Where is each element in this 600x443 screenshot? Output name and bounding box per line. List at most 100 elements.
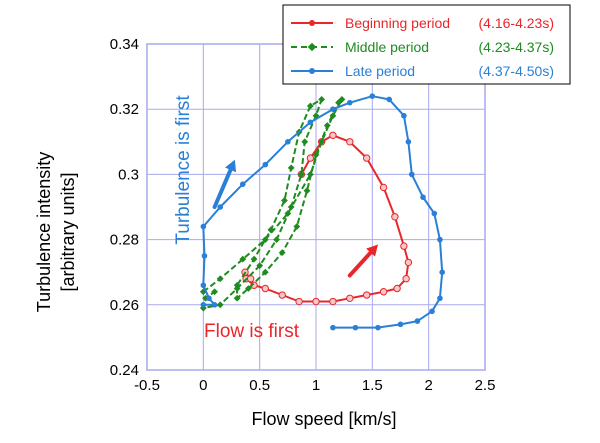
data-point	[295, 297, 303, 306]
legend-entry-middle: Middle period (4.23-4.37s)	[291, 39, 554, 55]
data-point	[303, 187, 311, 195]
arrow	[212, 159, 237, 209]
arrow-layer	[212, 159, 378, 278]
y-axis-title-line-1: Turbulence intensity	[34, 152, 54, 312]
legend-range-beginning: (4.16-4.23s)	[479, 15, 554, 31]
data-point	[404, 258, 413, 267]
x-tick-label: -0.5	[134, 377, 160, 394]
data-point	[200, 302, 207, 308]
data-point	[306, 102, 314, 110]
series-layer	[199, 93, 445, 331]
legend-label-beginning: Beginning period	[345, 15, 450, 31]
data-point	[330, 106, 336, 112]
data-point	[408, 171, 415, 178]
data-point	[335, 99, 342, 107]
data-point	[379, 183, 388, 192]
series-line-late-period	[202, 95, 444, 329]
legend: Beginning period (4.16-4.23s) Middle per…	[282, 4, 571, 85]
data-point	[414, 318, 421, 324]
data-point	[285, 139, 291, 145]
data-point	[201, 253, 208, 259]
legend-entry-late: Late period (4.37-4.50s)	[291, 63, 554, 79]
data-point	[297, 171, 305, 178]
data-point	[293, 223, 301, 230]
arrow-head	[225, 159, 237, 173]
data-point	[216, 301, 224, 309]
data-point	[431, 210, 438, 217]
data-point	[429, 308, 435, 315]
legend-range-late: (4.37-4.50s)	[479, 63, 554, 79]
x-tick-labels: -0.5 0 0.5 1 1.5 2 2.5	[134, 377, 495, 394]
data-point	[256, 262, 264, 270]
annotation-turbulence-first: Turbulence is first	[173, 95, 194, 245]
arrow-shaft	[212, 167, 233, 209]
data-point	[278, 249, 286, 257]
data-point	[211, 302, 218, 308]
grid	[147, 44, 485, 370]
data-point	[346, 138, 354, 146]
y-axis-title-line-2: [arbitrary units]	[58, 172, 78, 291]
x-tick-label: 2.5	[475, 377, 496, 394]
data-point	[391, 213, 399, 221]
data-point	[318, 138, 326, 146]
data-point	[363, 154, 371, 162]
data-point	[307, 119, 314, 126]
data-point	[206, 295, 212, 302]
data-point	[273, 236, 280, 243]
data-point	[211, 288, 218, 296]
data-point	[301, 138, 309, 146]
series-late-period	[200, 93, 445, 331]
data-point	[323, 122, 331, 129]
data-point	[397, 321, 404, 328]
data-point	[420, 194, 426, 201]
series-middle-period	[199, 96, 346, 312]
data-point	[261, 236, 269, 243]
data-point	[200, 223, 207, 230]
data-point	[386, 96, 393, 103]
data-point	[287, 164, 295, 172]
data-point	[267, 226, 275, 234]
data-point	[375, 324, 381, 331]
data-point	[239, 255, 247, 263]
x-tick-label: 1	[312, 377, 320, 394]
x-axis-title: Flow speed [km/s]	[251, 409, 396, 429]
y-tick-label: 0.3	[118, 166, 139, 183]
data-point	[217, 204, 224, 210]
data-point	[306, 154, 315, 162]
data-point	[278, 291, 286, 299]
annotation-flow-first: Flow is first	[204, 321, 300, 342]
data-point	[400, 242, 408, 250]
data-point	[312, 151, 320, 159]
data-point	[363, 291, 371, 299]
data-point	[329, 112, 337, 120]
x-tick-label: 2	[424, 377, 432, 394]
data-point	[437, 295, 443, 302]
data-point	[439, 269, 445, 276]
legend-marker-beginning	[309, 20, 315, 26]
data-point	[200, 282, 207, 289]
data-point	[330, 324, 336, 331]
data-point	[233, 285, 241, 292]
data-point	[306, 171, 314, 178]
data-point	[261, 284, 269, 293]
x-tick-label: 1.5	[362, 377, 383, 394]
arrow-shaft	[347, 250, 373, 278]
data-point	[287, 203, 295, 211]
data-point	[346, 294, 354, 302]
legend-entry-beginning: Beginning period (4.16-4.23s)	[291, 15, 554, 31]
y-tick-label: 0.28	[110, 232, 139, 249]
x-tick-label: 0.5	[249, 377, 270, 394]
data-point	[405, 139, 412, 145]
data-point	[347, 99, 353, 106]
legend-range-middle: (4.23-4.37s)	[479, 39, 554, 55]
legend-label-late: Late period	[345, 63, 415, 79]
y-tick-label: 0.24	[110, 362, 139, 379]
arrow-head	[366, 244, 378, 257]
data-point	[312, 297, 320, 306]
data-point	[216, 275, 224, 283]
x-tick-label: 0	[199, 377, 207, 394]
data-point	[239, 181, 246, 187]
data-point	[233, 294, 241, 302]
data-point	[262, 161, 269, 168]
arrow	[347, 244, 378, 278]
